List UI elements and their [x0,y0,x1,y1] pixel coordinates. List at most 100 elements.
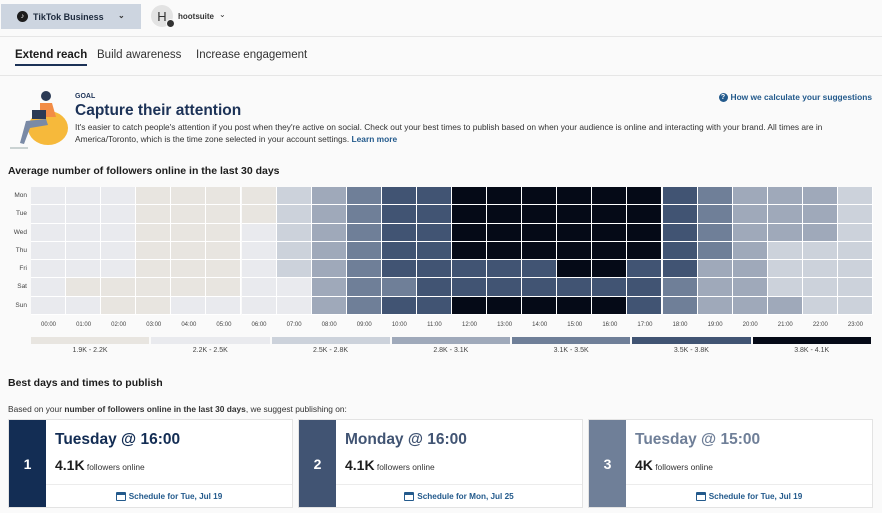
heatmap-cell-thu-12:00[interactable] [452,241,488,261]
heatmap-cell-sun-01:00[interactable] [66,296,102,315]
heatmap-cell-mon-08:00[interactable] [311,187,347,206]
heatmap-cell-thu-19:00[interactable] [697,241,733,261]
heatmap-cell-mon-21:00[interactable] [767,187,803,206]
heatmap-cell-tue-00:00[interactable] [31,205,67,224]
heatmap-cell-sun-00:00[interactable] [31,296,67,315]
heatmap-cell-sat-18:00[interactable] [662,278,698,297]
heatmap-cell-sun-03:00[interactable] [136,296,172,315]
heatmap-cell-wed-01:00[interactable] [66,223,102,242]
heatmap-cell-wed-23:00[interactable] [837,223,873,242]
heatmap-cell-sat-11:00[interactable] [416,278,452,297]
schedule-button[interactable]: Schedule for Tue, Jul 19 [46,484,292,507]
heatmap-cell-sat-08:00[interactable] [311,278,347,297]
heatmap-cell-sun-17:00[interactable] [627,296,663,315]
heatmap-cell-tue-05:00[interactable] [206,205,242,224]
heatmap-cell-thu-08:00[interactable] [311,241,347,261]
heatmap-cell-sun-23:00[interactable] [837,296,873,315]
heatmap-cell-tue-09:00[interactable] [346,205,382,224]
heatmap-cell-tue-07:00[interactable] [276,205,312,224]
heatmap-cell-thu-16:00[interactable] [592,241,628,261]
heatmap-cell-sun-02:00[interactable] [101,296,137,315]
heatmap-cell-tue-03:00[interactable] [136,205,172,224]
heatmap-cell-mon-03:00[interactable] [136,187,172,206]
heatmap-cell-fri-14:00[interactable] [522,260,558,279]
heatmap-cell-sat-22:00[interactable] [802,278,838,297]
heatmap-cell-tue-19:00[interactable] [697,205,733,224]
heatmap-cell-thu-13:00[interactable] [487,241,523,261]
heatmap-cell-mon-16:00[interactable] [592,187,628,206]
heatmap-cell-thu-15:00[interactable] [557,241,593,261]
heatmap-cell-mon-02:00[interactable] [101,187,137,206]
heatmap-cell-mon-09:00[interactable] [346,187,382,206]
heatmap-cell-wed-06:00[interactable] [241,223,277,242]
heatmap-cell-mon-18:00[interactable] [662,187,698,206]
heatmap-cell-thu-23:00[interactable] [837,241,873,261]
heatmap-cell-wed-14:00[interactable] [522,223,558,242]
heatmap-cell-thu-20:00[interactable] [732,241,768,261]
tab-build-awareness[interactable]: Build awareness [97,49,182,61]
heatmap-cell-fri-17:00[interactable] [627,260,663,279]
heatmap-cell-tue-02:00[interactable] [101,205,137,224]
heatmap-cell-sat-17:00[interactable] [627,278,663,297]
heatmap-cell-thu-14:00[interactable] [522,241,558,261]
heatmap-cell-thu-01:00[interactable] [66,241,102,261]
heatmap-cell-mon-13:00[interactable] [487,187,523,206]
heatmap-cell-wed-20:00[interactable] [732,223,768,242]
heatmap-cell-mon-07:00[interactable] [276,187,312,206]
heatmap-cell-sun-22:00[interactable] [802,296,838,315]
schedule-button[interactable]: Schedule for Mon, Jul 25 [336,484,582,507]
heatmap-cell-wed-16:00[interactable] [592,223,628,242]
heatmap-cell-tue-08:00[interactable] [311,205,347,224]
heatmap-cell-fri-13:00[interactable] [487,260,523,279]
heatmap-cell-sat-16:00[interactable] [592,278,628,297]
heatmap-cell-sun-06:00[interactable] [241,296,277,315]
heatmap-cell-thu-17:00[interactable] [627,241,663,261]
heatmap-cell-sun-20:00[interactable] [732,296,768,315]
heatmap-cell-fri-07:00[interactable] [276,260,312,279]
heatmap-cell-mon-19:00[interactable] [697,187,733,206]
heatmap-cell-sun-19:00[interactable] [697,296,733,315]
heatmap-cell-tue-20:00[interactable] [732,205,768,224]
heatmap-cell-sat-14:00[interactable] [522,278,558,297]
heatmap-cell-sat-15:00[interactable] [557,278,593,297]
heatmap-cell-wed-11:00[interactable] [416,223,452,242]
heatmap-cell-fri-11:00[interactable] [416,260,452,279]
heatmap-cell-sat-19:00[interactable] [697,278,733,297]
heatmap-cell-sat-09:00[interactable] [346,278,382,297]
heatmap-cell-fri-04:00[interactable] [171,260,207,279]
heatmap-cell-mon-05:00[interactable] [206,187,242,206]
heatmap-cell-thu-11:00[interactable] [416,241,452,261]
heatmap-cell-wed-17:00[interactable] [627,223,663,242]
heatmap-cell-sat-12:00[interactable] [452,278,488,297]
heatmap-cell-tue-14:00[interactable] [522,205,558,224]
heatmap-cell-sat-23:00[interactable] [837,278,873,297]
heatmap-cell-wed-00:00[interactable] [31,223,67,242]
heatmap-cell-sun-07:00[interactable] [276,296,312,315]
heatmap-cell-thu-06:00[interactable] [241,241,277,261]
heatmap-cell-tue-12:00[interactable] [452,205,488,224]
heatmap-cell-thu-00:00[interactable] [31,241,67,261]
heatmap-cell-fri-16:00[interactable] [592,260,628,279]
heatmap-cell-thu-09:00[interactable] [346,241,382,261]
heatmap-cell-tue-01:00[interactable] [66,205,102,224]
heatmap-cell-mon-04:00[interactable] [171,187,207,206]
heatmap-cell-fri-12:00[interactable] [452,260,488,279]
heatmap-cell-fri-00:00[interactable] [31,260,67,279]
heatmap-cell-sat-13:00[interactable] [487,278,523,297]
heatmap-cell-fri-09:00[interactable] [346,260,382,279]
heatmap-cell-mon-23:00[interactable] [837,187,873,206]
how-we-calculate-link[interactable]: ? How we calculate your suggestions [718,92,872,102]
heatmap-cell-mon-20:00[interactable] [732,187,768,206]
tab-extend-reach[interactable]: Extend reach [15,49,88,66]
heatmap-cell-tue-23:00[interactable] [837,205,873,224]
heatmap-cell-sat-02:00[interactable] [101,278,137,297]
heatmap-cell-thu-03:00[interactable] [136,241,172,261]
heatmap-cell-fri-06:00[interactable] [241,260,277,279]
heatmap-cell-fri-05:00[interactable] [206,260,242,279]
heatmap-cell-wed-10:00[interactable] [381,223,417,242]
heatmap-cell-tue-15:00[interactable] [557,205,593,224]
heatmap-cell-tue-13:00[interactable] [487,205,523,224]
heatmap-cell-tue-18:00[interactable] [662,205,698,224]
heatmap-cell-wed-13:00[interactable] [487,223,523,242]
heatmap-cell-fri-10:00[interactable] [381,260,417,279]
